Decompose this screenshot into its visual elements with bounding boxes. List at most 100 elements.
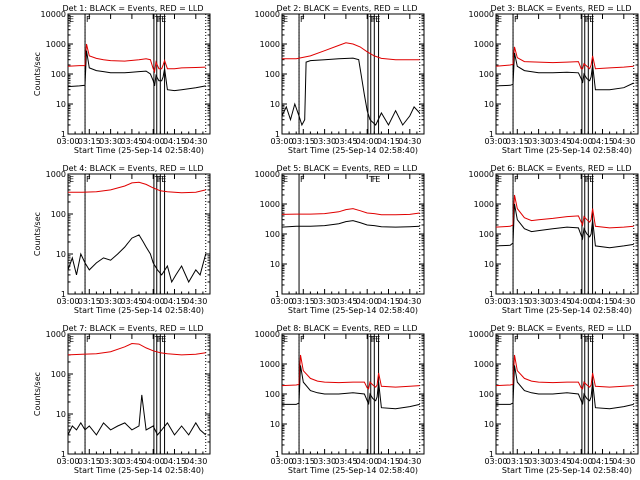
x-tick-label: 03:45 [334, 297, 357, 306]
flag-letter: E [497, 175, 502, 184]
panel-title: Det 5: BLACK = Events, RED = LLD [277, 164, 418, 173]
x-tick-label: 04:30 [184, 137, 207, 146]
flag-letter: E [161, 175, 166, 184]
y-axis-label: Counts/sec [33, 372, 42, 416]
flag-letter: E [283, 335, 288, 344]
y-tick-label: 1000 [46, 330, 66, 339]
x-axis-label: Start Time (25-Sep-14 02:58:40) [288, 146, 418, 155]
x-tick-label: 03:15 [506, 297, 529, 306]
y-tick-label: 10000 [255, 330, 280, 339]
y-tick-label: 10 [484, 100, 494, 109]
x-tick-label: 03:30 [527, 457, 550, 466]
x-tick-label: 03:00 [270, 137, 293, 146]
x-tick-label: 04:00 [142, 137, 165, 146]
y-tick-label: 1000 [46, 170, 66, 179]
x-tick-label: 03:00 [56, 457, 79, 466]
x-tick-label: 03:30 [527, 297, 550, 306]
x-tick-label: 04:30 [398, 457, 421, 466]
y-tick-label: 10 [56, 410, 66, 419]
x-tick-label: 04:00 [356, 297, 379, 306]
y-tick-label: 100 [265, 390, 280, 399]
x-tick-label: 03:15 [506, 137, 529, 146]
flag-letter: E [375, 175, 380, 184]
x-tick-label: 04:15 [377, 297, 400, 306]
x-tick-label: 03:45 [548, 297, 571, 306]
panel-title: Det 6: BLACK = Events, RED = LLD [491, 164, 632, 173]
flag-letter: E [161, 335, 166, 344]
x-tick-label: 03:45 [334, 137, 357, 146]
detector-count-rate-figure: Det 1: BLACK = Events, RED = LLD11010010… [0, 0, 640, 480]
flag-letter: E [375, 335, 380, 344]
y-axis-label: Counts/sec [33, 52, 42, 96]
x-tick-label: 04:00 [142, 297, 165, 306]
flag-letter: F [514, 175, 519, 184]
x-tick-label: 04:00 [570, 137, 593, 146]
x-axis-label: Start Time (25-Sep-14 02:58:40) [502, 466, 632, 475]
y-tick-label: 100 [479, 390, 494, 399]
x-tick-label: 03:00 [56, 137, 79, 146]
panel-title: Det 9: BLACK = Events, RED = LLD [491, 324, 632, 333]
x-tick-label: 04:30 [612, 137, 635, 146]
x-tick-label: 03:30 [313, 137, 336, 146]
flag-letter: E [497, 335, 502, 344]
x-tick-label: 03:15 [506, 457, 529, 466]
flag-letter: F [514, 15, 519, 24]
y-tick-label: 100 [265, 70, 280, 79]
x-tick-label: 04:30 [184, 457, 207, 466]
x-tick-label: 03:15 [292, 137, 315, 146]
y-tick-label: 10 [270, 100, 280, 109]
x-tick-label: 03:45 [548, 137, 571, 146]
x-tick-label: 03:45 [120, 137, 143, 146]
x-tick-label: 04:15 [377, 137, 400, 146]
y-tick-label: 10000 [41, 10, 66, 19]
x-tick-label: 03:30 [313, 457, 336, 466]
panel-title: Det 7: BLACK = Events, RED = LLD [63, 324, 204, 333]
panel-title: Det 4: BLACK = Events, RED = LLD [63, 164, 204, 173]
x-axis-label: Start Time (25-Sep-14 02:58:40) [288, 466, 418, 475]
panel-title: Det 3: BLACK = Events, RED = LLD [491, 4, 632, 13]
y-tick-label: 100 [51, 370, 66, 379]
y-tick-label: 10000 [469, 10, 494, 19]
x-tick-label: 03:00 [270, 297, 293, 306]
y-tick-label: 1000 [46, 40, 66, 49]
x-tick-label: 04:15 [163, 297, 186, 306]
x-tick-label: 03:15 [292, 457, 315, 466]
x-tick-label: 03:30 [527, 137, 550, 146]
x-tick-label: 04:00 [570, 297, 593, 306]
flag-letter: E [69, 15, 74, 24]
panel-title: Det 8: BLACK = Events, RED = LLD [277, 324, 418, 333]
x-tick-label: 03:45 [120, 457, 143, 466]
x-tick-label: 03:45 [334, 457, 357, 466]
y-axis-label: Counts/sec [33, 212, 42, 256]
x-tick-label: 04:30 [184, 297, 207, 306]
y-tick-label: 10000 [255, 170, 280, 179]
y-tick-label: 100 [51, 70, 66, 79]
flag-letter: E [589, 175, 594, 184]
y-tick-label: 10 [56, 100, 66, 109]
flag-letter: E [589, 15, 594, 24]
flag-letter: E [589, 335, 594, 344]
x-axis-label: Start Time (25-Sep-14 02:58:40) [74, 306, 204, 315]
x-tick-label: 04:30 [398, 297, 421, 306]
flag-letter: E [283, 175, 288, 184]
flag-letter: F [86, 335, 91, 344]
y-tick-label: 100 [51, 210, 66, 219]
x-tick-label: 04:00 [570, 457, 593, 466]
y-tick-label: 10 [270, 420, 280, 429]
x-tick-label: 03:30 [313, 297, 336, 306]
y-tick-label: 10000 [469, 330, 494, 339]
x-axis-label: Start Time (25-Sep-14 02:58:40) [74, 146, 204, 155]
y-tick-label: 10 [484, 420, 494, 429]
x-tick-label: 03:30 [99, 457, 122, 466]
y-tick-label: 1000 [474, 40, 494, 49]
flag-letter: E [161, 15, 166, 24]
x-tick-label: 03:45 [120, 297, 143, 306]
x-tick-label: 03:00 [484, 297, 507, 306]
x-tick-label: 03:30 [99, 137, 122, 146]
x-tick-label: 04:15 [591, 457, 614, 466]
x-tick-label: 03:00 [484, 137, 507, 146]
x-tick-label: 04:15 [591, 137, 614, 146]
y-tick-label: 1000 [260, 40, 280, 49]
flag-letter: E [497, 15, 502, 24]
y-tick-label: 1000 [260, 360, 280, 369]
